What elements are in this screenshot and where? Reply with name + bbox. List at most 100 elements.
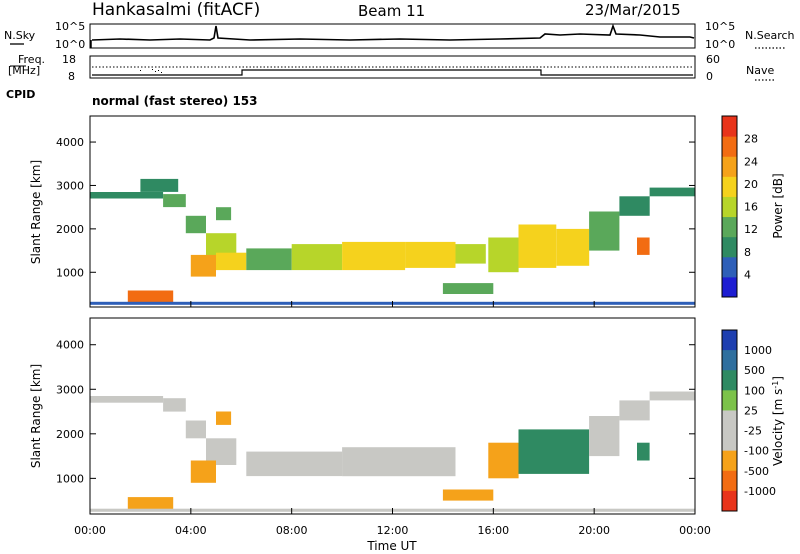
power-colorbar-swatch [722, 116, 737, 137]
noise-left-tick-bottom: 10^0 [55, 38, 85, 51]
velocity-colorbar-swatch [722, 350, 737, 371]
power-panel: 1000 2000 3000 4000 Slant Range [km] [29, 115, 696, 308]
noise-left-tick-top: 10^5 [55, 20, 85, 33]
velocity-cell [488, 442, 519, 479]
power-cell [442, 283, 494, 294]
velocity-colorbar-swatch [722, 330, 737, 351]
cpid-label: CPID [6, 88, 36, 101]
cpid-text: normal (fast stereo) 153 [92, 94, 258, 108]
velocity-cell [246, 451, 343, 477]
velocity-colorbar-tick: 100 [744, 384, 765, 397]
freq-trace [92, 69, 693, 76]
power-cell [637, 237, 650, 255]
velocity-cell [518, 429, 590, 474]
power-colorbar-tick: 8 [744, 246, 751, 259]
beam-title: Beam 11 [358, 2, 426, 20]
power-colorbar-swatch [722, 236, 737, 258]
power-colorbar: 4 8 12 16 20 24 28 Power [dB] [721, 115, 785, 298]
power-colorbar-swatch [722, 196, 737, 218]
power-cell [140, 178, 179, 192]
velocity-colorbar-swatch [722, 430, 737, 452]
velocity-panel: 1000 2000 3000 4000 Slant Range [km] 00:00 0… [29, 301, 711, 553]
velocity-cell [649, 391, 695, 401]
power-cell [216, 207, 232, 221]
velocity-colorbar-tick: -25 [744, 425, 762, 438]
nsearch-label: N.Search [745, 29, 795, 42]
power-colorbar-tick: 20 [744, 178, 758, 191]
freq-right-tick-bottom: 0 [706, 70, 713, 83]
x-tick-label: 12:00 [377, 524, 409, 537]
velocity-ytick-label: 1000 [56, 472, 84, 485]
velocity-colorbar-swatch [722, 370, 737, 391]
power-cell [488, 237, 519, 273]
velocity-colorbar-tick: 1000 [744, 344, 772, 357]
power-cell [619, 196, 650, 216]
nsky-label: N.Sky [4, 29, 36, 42]
velocity-cell [442, 489, 494, 501]
power-ytick-label: 1000 [56, 266, 84, 279]
velocity-ytick-label: 3000 [56, 383, 84, 396]
velocity-cell [637, 442, 650, 461]
power-cell [342, 241, 406, 271]
velocity-colorbar: 1000 500 100 25 -25 -100 -500 -1000 Velocity [m… [721, 329, 786, 512]
freq-panel: 18 8 60 0 [10, 53, 775, 83]
noise-sky-trace [91, 23, 695, 41]
velocity-colorbar-swatch [722, 450, 737, 472]
velocity-ytick-label: 2000 [56, 428, 84, 441]
noise-panel: 10^5 10^0 10^5 10^0 [10, 20, 786, 51]
velocity-cell [619, 400, 650, 421]
power-cell [216, 252, 247, 271]
power-cell [556, 228, 590, 266]
date-title: 23/Mar/2015 [585, 1, 681, 19]
power-colorbar-swatch [722, 176, 737, 197]
freq-right-tick-top: 60 [706, 53, 720, 66]
power-ytick-label: 4000 [56, 136, 84, 149]
freq-left-tick-top: 18 [62, 53, 76, 66]
velocity-colorbar-tick: -500 [744, 465, 769, 478]
x-axis-label: Time UT [366, 539, 417, 553]
velocity-cell [185, 420, 206, 439]
velocity-cell [90, 396, 164, 403]
power-colorbar-tick: 24 [744, 155, 758, 168]
x-tick-label: 00:00 [74, 524, 106, 537]
velocity-cell [342, 447, 456, 477]
freq-unit-label: [MHz] [8, 64, 41, 77]
x-tick-label: 16:00 [477, 524, 509, 537]
velocity-colorbar-label: Velocity [m s-1] [771, 376, 786, 466]
power-cell [405, 241, 456, 268]
power-colorbar-swatch [722, 136, 737, 157]
freq-left-tick-bottom: 8 [68, 70, 75, 83]
power-cell [163, 194, 186, 208]
nave-label: Nave [746, 64, 775, 77]
station-title: Hankasalmi (fitACF) [92, 0, 261, 20]
power-colorbar-swatch [722, 216, 737, 238]
velocity-colorbar-swatch [722, 490, 737, 512]
power-cell [518, 224, 557, 268]
power-ytick-label: 3000 [56, 179, 84, 192]
power-cell [291, 244, 343, 271]
power-cell [649, 187, 695, 197]
velocity-cell [127, 497, 174, 510]
velocity-ylabel: Slant Range [km] [29, 364, 43, 468]
velocity-ytick-label: 4000 [56, 339, 84, 352]
noise-right-tick-top: 10^5 [705, 20, 735, 33]
power-cell [589, 211, 620, 251]
x-tick-label: 08:00 [276, 524, 308, 537]
x-tick-label: 20:00 [578, 524, 610, 537]
velocity-colorbar-tick: -100 [744, 445, 769, 458]
power-colorbar-swatch [722, 276, 737, 298]
power-colorbar-tick: 12 [744, 223, 758, 236]
power-colorbar-tick: 4 [744, 268, 751, 281]
power-cell [90, 192, 164, 199]
power-cell [127, 290, 174, 303]
velocity-colorbar-tick: 25 [744, 404, 758, 417]
power-colorbar-swatch [722, 156, 737, 177]
velocity-colorbar-swatch [722, 410, 737, 432]
power-ytick-label: 2000 [56, 223, 84, 236]
velocity-colorbar-tick: -1000 [744, 485, 776, 498]
power-cell [246, 248, 292, 271]
power-colorbar-tick: 16 [744, 201, 758, 214]
x-tick-label: 04:00 [175, 524, 207, 537]
velocity-colorbar-swatch [722, 470, 737, 492]
